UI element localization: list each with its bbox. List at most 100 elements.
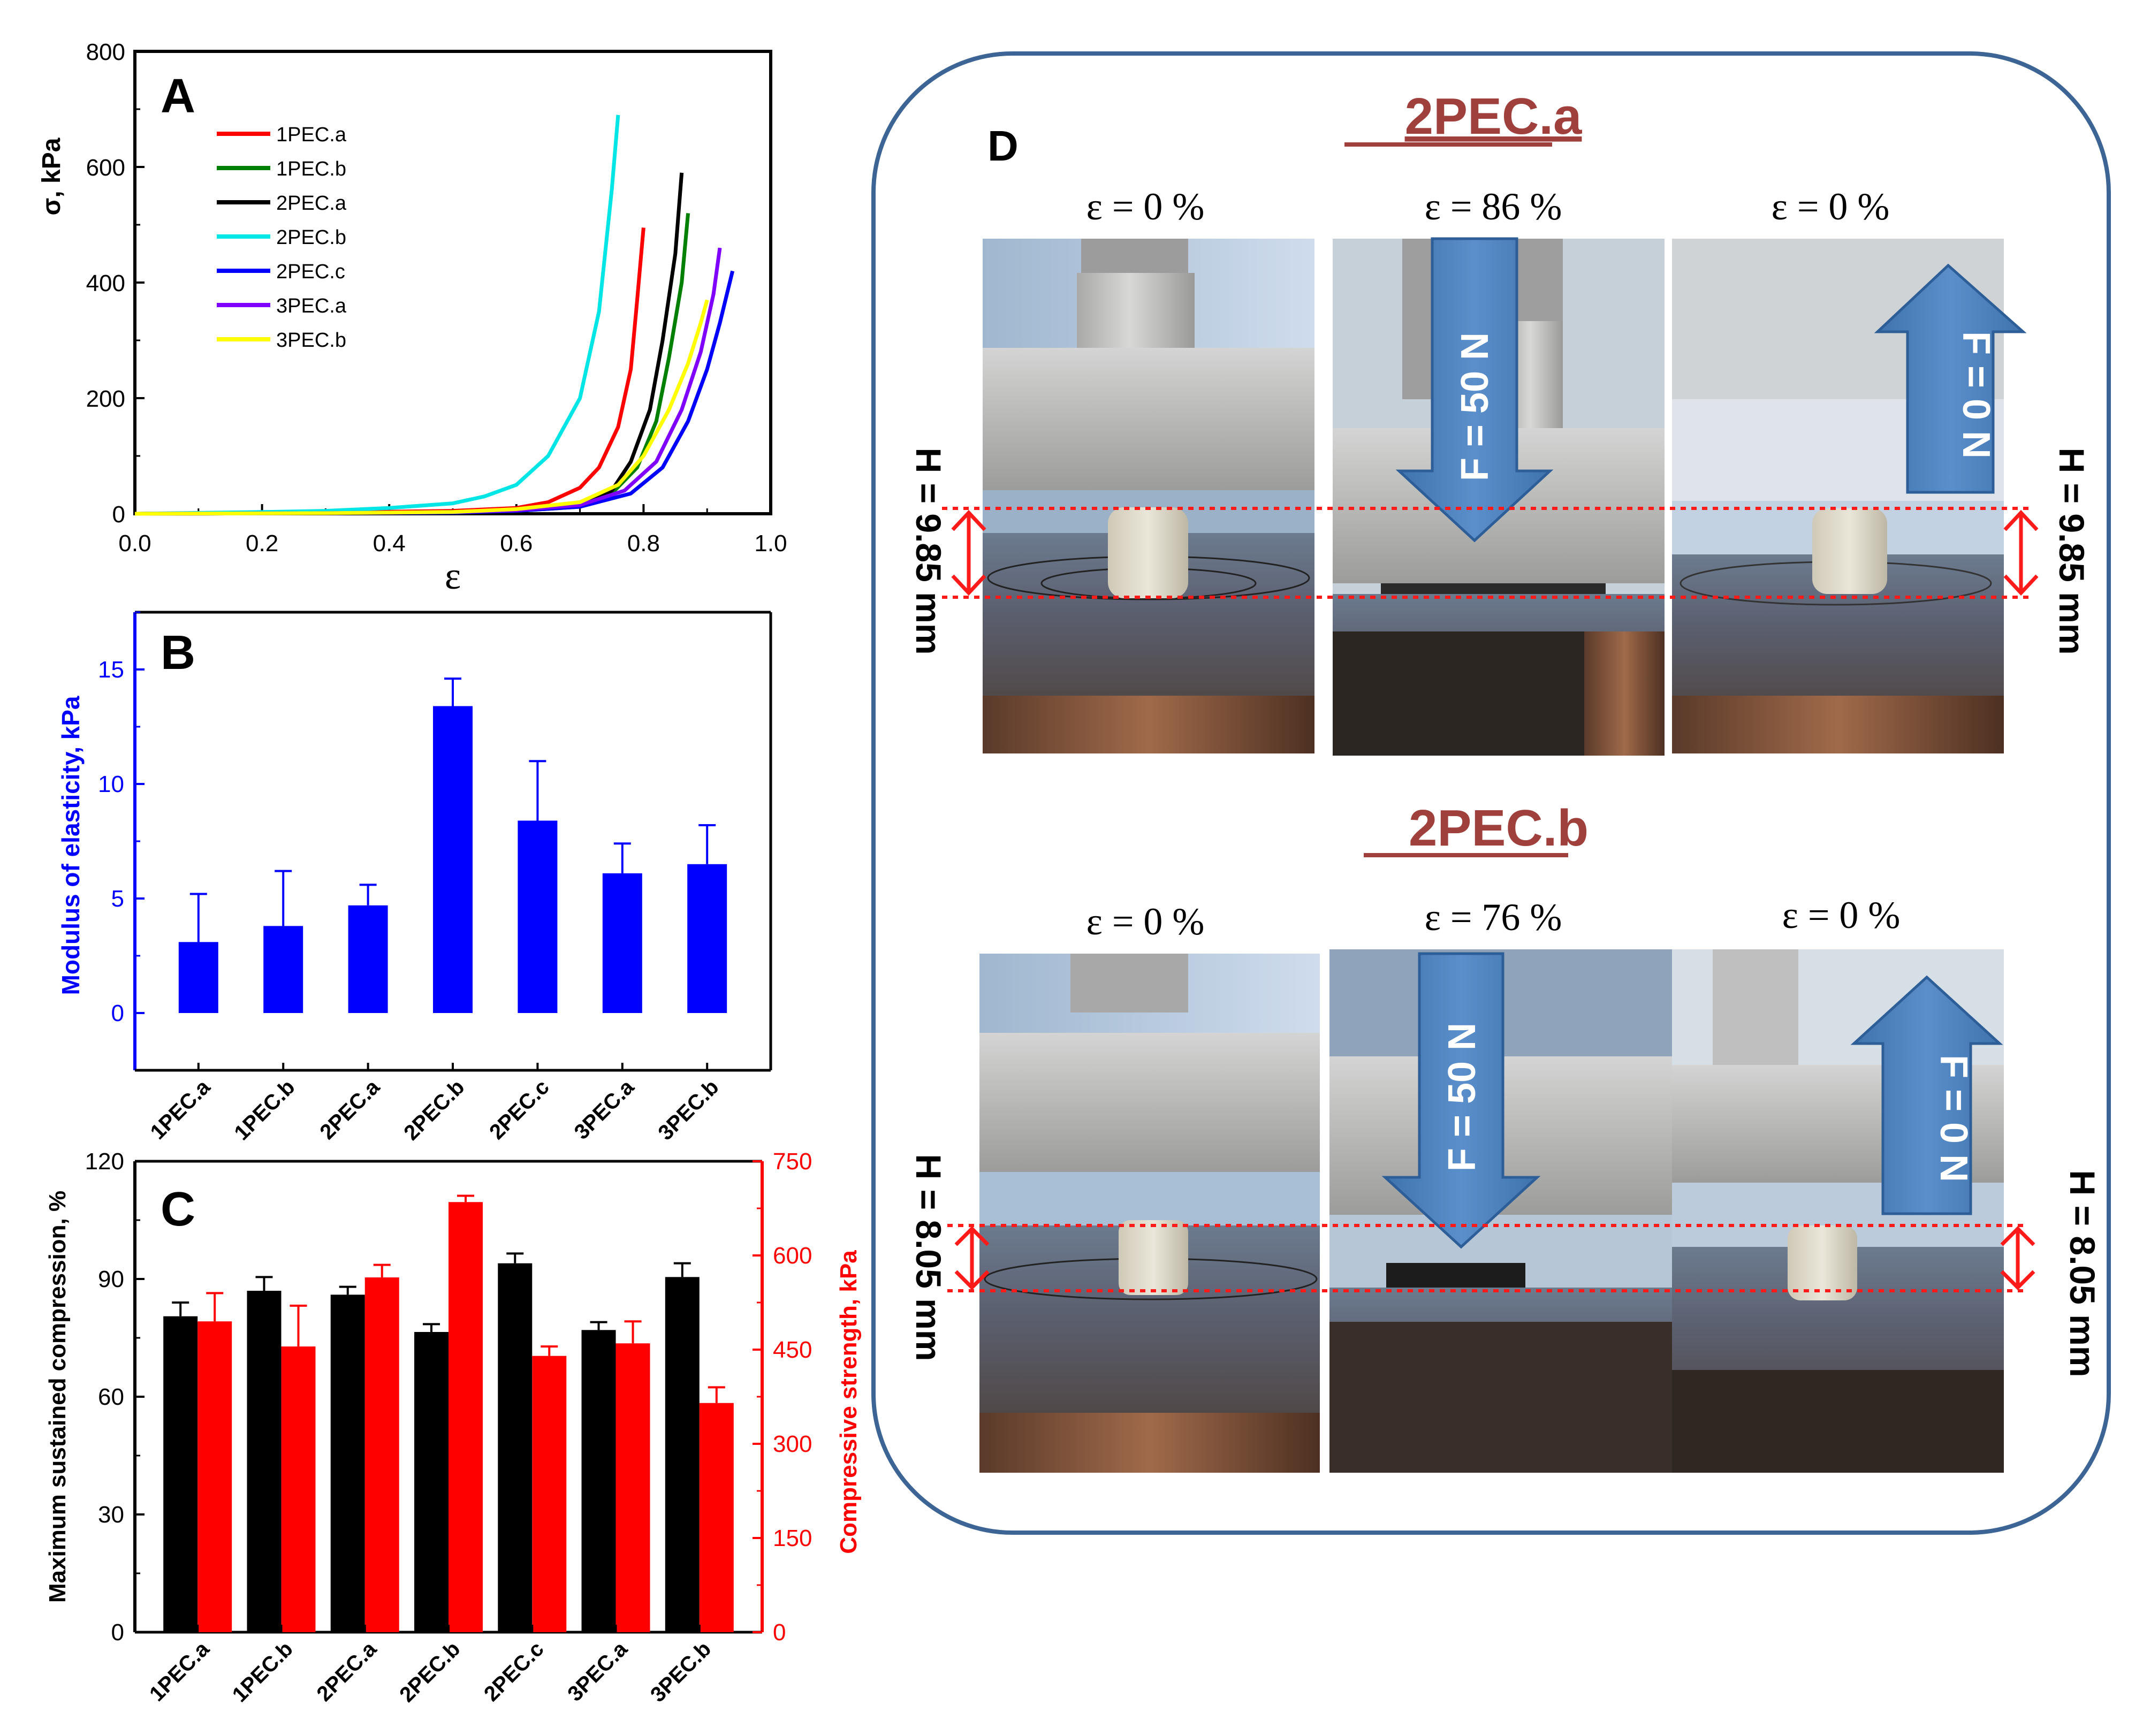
panel-a-frame [133, 50, 772, 515]
x-tick-label: 3PEC.b [653, 1075, 723, 1145]
force-label-row-a-off: F = 0 N [1955, 331, 1997, 459]
row-b-strain-1: ε = 0 % [1086, 900, 1205, 943]
row-b-title: 2PEC.b [1409, 800, 1589, 857]
force-label-row-a-on: F = 50 N [1454, 332, 1496, 481]
y-right-tick-label: 450 [773, 1337, 812, 1363]
x-tick-label: 2PEC.c [485, 1075, 554, 1144]
y-tick-label: 0 [112, 501, 125, 528]
bar-compression-3PEC.a [581, 1330, 616, 1632]
legend-label: 2PEC.a [276, 192, 347, 215]
bar-strength-3PEC.a [615, 1343, 650, 1632]
y-tick-label: 0 [111, 1000, 124, 1026]
bar-2PEC.a [348, 905, 388, 1013]
bar-strength-1PEC.b [281, 1346, 316, 1632]
y-tick-label: 120 [85, 1148, 124, 1175]
bar-strength-3PEC.b [699, 1403, 734, 1632]
row-b-strain-3: ε = 0 % [1782, 894, 1901, 936]
legend-label: 3PEC.a [276, 295, 347, 317]
height-label-row-b-left: H = 8.05 mm [909, 1154, 948, 1361]
bar-compression-1PEC.a [163, 1316, 198, 1632]
y-tick-label: 0 [111, 1619, 124, 1646]
panel-b-axes: 0 5 10 15 [98, 611, 145, 1026]
force-arrow-down-row-b: F = 50 N [1381, 952, 1541, 1249]
bar-2PEC.c [518, 820, 558, 1013]
x-tick-label: 0.4 [373, 530, 406, 557]
panel-a-series [134, 115, 735, 516]
panel-d-letter: D [987, 122, 1019, 170]
legend-label: 1PEC.a [276, 124, 347, 146]
series-line-2PEC.b [134, 115, 620, 516]
y-tick-label: 200 [86, 386, 125, 412]
x-tick-label: 0.6 [500, 530, 533, 557]
y-tick-label: 600 [86, 155, 125, 181]
panel-a-xlabel: ε [445, 554, 461, 597]
x-tick-label: 2PEC.a [315, 1075, 384, 1144]
force-arrow-up-row-b: F = 0 N [1850, 975, 2003, 1215]
bar-3PEC.b [687, 864, 727, 1013]
panel-a-legend: 1PEC.a 1PEC.b 2PEC.a 2PEC.b 2PEC.c 3PEC.a 3PEC… [217, 124, 347, 352]
force-arrow-up-row-a: F = 0 N [1874, 263, 2027, 494]
x-tick-label: 3PEC.b [646, 1637, 716, 1707]
force-label-row-b-on: F = 50 N [1441, 1023, 1484, 1171]
legend-label: 3PEC.b [276, 329, 346, 352]
y-tick-label: 800 [86, 39, 125, 65]
x-tick-label: 1PEC.b [228, 1637, 298, 1707]
x-tick-label: 2PEC.c [480, 1637, 549, 1706]
x-tick-label: 3PEC.a [570, 1075, 639, 1144]
x-tick-label: 0.8 [627, 530, 660, 557]
legend-label: 1PEC.b [276, 158, 346, 180]
panel-c-letter: C [161, 1183, 195, 1236]
height-label-row-a-right: H = 9.85 mm [2052, 447, 2092, 654]
bar-compression-2PEC.a [330, 1295, 365, 1632]
y-right-tick-label: 0 [773, 1619, 786, 1646]
bar-3PEC.a [602, 873, 642, 1013]
x-tick-label: 2PEC.b [395, 1637, 465, 1707]
bar-compression-2PEC.b [414, 1332, 449, 1632]
panel-c-ylabel-left: Maximum sustained compression, % [44, 1191, 71, 1603]
bar-strength-2PEC.a [364, 1277, 399, 1632]
bar-1PEC.a [178, 942, 218, 1013]
bar-compression-1PEC.b [247, 1291, 282, 1632]
panel-b-letter: B [161, 626, 195, 680]
legend-label: 2PEC.c [276, 261, 345, 283]
panel-a-letter: A [161, 70, 195, 123]
legend-label: 2PEC.b [276, 226, 346, 249]
y-right-tick-label: 600 [773, 1243, 812, 1269]
bar-2PEC.b [433, 706, 473, 1013]
height-arrow-row-a-right [2003, 509, 2039, 596]
photo-row-b-initial [979, 954, 1320, 1473]
height-label-row-b-right: H = 8.05 mm [2063, 1170, 2102, 1377]
y-right-tick-label: 750 [773, 1148, 812, 1175]
bar-compression-2PEC.c [498, 1263, 533, 1632]
x-tick-label: 1.0 [754, 530, 787, 557]
x-tick-label: 0.2 [246, 530, 278, 557]
force-label-row-b-off: F = 0 N [1932, 1055, 1975, 1182]
panel-d: D 2PEC.a ε = 0 % ε = 86 % ε = 0 % 2PEC.b… [871, 51, 2111, 1535]
panel-b-bars: 1PEC.a 1PEC.b 2PEC.a 2PEC.b 2PEC.c 3PEC.a 3PEC… [146, 677, 727, 1145]
y-right-tick-label: 300 [773, 1431, 812, 1457]
y-tick-label: 90 [98, 1266, 124, 1292]
photo-row-a-initial [983, 239, 1314, 753]
series-line-3PEC.b [134, 299, 709, 516]
y-right-tick-label: 150 [773, 1525, 812, 1551]
y-tick-label: 400 [86, 270, 125, 296]
panel-c-axes: 0 30 60 90 120 0 150 300 450 600 750 [85, 1148, 812, 1646]
x-tick-label: 0.0 [118, 530, 151, 557]
x-tick-label: 2PEC.b [399, 1075, 469, 1145]
panel-b-ylabel: Modulus of elasticity, kPa [57, 696, 85, 995]
height-label-row-a-left: H = 9.85 mm [909, 447, 948, 654]
y-tick-label: 10 [98, 771, 124, 797]
height-arrow-row-b-right [2000, 1226, 2035, 1290]
bar-strength-1PEC.a [197, 1321, 232, 1632]
panel-c-bars: 1PEC.a 1PEC.b 2PEC.a 2PEC.b 2PEC.c 3PEC.a 3PEC… [145, 1194, 734, 1707]
x-tick-label: 1PEC.a [145, 1637, 214, 1706]
height-arrow-row-b-left [954, 1226, 990, 1290]
panel-a-axes: 0.0 0.2 0.4 0.6 0.8 1.0 0 200 400 600 800 [86, 39, 787, 557]
x-tick-label: 3PEC.a [563, 1637, 632, 1706]
y-tick-label: 15 [98, 657, 124, 683]
bar-strength-2PEC.c [532, 1356, 567, 1632]
